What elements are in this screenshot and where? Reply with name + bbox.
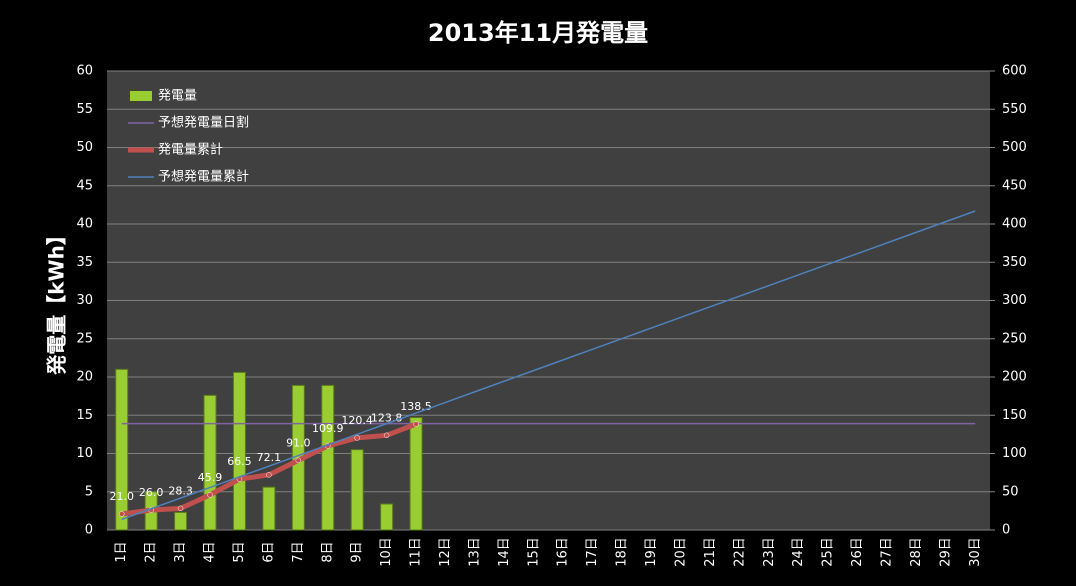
y-tick-label: 40 [76, 217, 93, 232]
x-tick-label: 28日 [909, 537, 924, 567]
bar [232, 371, 246, 531]
chart-title: 2013年11月発電量 [428, 19, 648, 47]
value-label: 28.3 [168, 484, 193, 497]
bar [174, 511, 188, 531]
x-tick-label: 2日 [144, 541, 159, 562]
x-tick-label: 23日 [762, 537, 777, 567]
bar [321, 384, 335, 531]
y-tick-label: 50 [76, 140, 93, 155]
point [177, 505, 184, 512]
value-label: 109.9 [312, 422, 344, 435]
bar [262, 486, 276, 531]
point [118, 511, 125, 517]
point [207, 492, 213, 498]
y-tick-label: 5 [85, 484, 93, 499]
x-tick-label: 27日 [879, 537, 894, 567]
legend-label: 発電量累計 [158, 142, 223, 158]
y-tick-label: 0 [85, 523, 93, 538]
legend-label: 予想発電量累計 [158, 169, 249, 185]
x-tick-label: 6日 [261, 541, 276, 562]
x-tick-label: 17日 [585, 537, 600, 567]
x-tick-label: 11日 [409, 537, 424, 567]
value-label: 123.8 [371, 411, 403, 424]
x-tick-label: 12日 [438, 537, 453, 567]
x-tick-label: 25日 [821, 537, 836, 567]
y2-tick-label: 0 [1002, 523, 1010, 538]
value-label: 120.4 [341, 414, 373, 427]
y2-tick-label: 300 [1002, 293, 1027, 308]
x-tick-label: 3日 [173, 541, 188, 562]
x-tick-label: 20日 [673, 537, 688, 567]
bar [380, 503, 394, 531]
x-tick-label: 26日 [850, 537, 865, 567]
y-tick-label: 20 [76, 370, 93, 385]
x-tick-label: 5日 [232, 541, 247, 562]
bar [350, 449, 364, 531]
x-tick-label: 4日 [203, 541, 218, 562]
x-tick-label: 10日 [379, 537, 394, 567]
y2-tick-label: 100 [1002, 446, 1027, 461]
bar [203, 394, 217, 531]
y-tick-label: 10 [76, 446, 93, 461]
x-tick-label: 1日 [114, 541, 129, 562]
value-label: 21.0 [109, 490, 134, 503]
y2-tick-label: 150 [1002, 408, 1027, 423]
x-tick-label: 30日 [968, 537, 983, 567]
y2-tick-label: 600 [1002, 64, 1027, 79]
x-tick-label: 22日 [732, 537, 747, 567]
point [295, 457, 302, 464]
x-tick-label: 15日 [526, 537, 541, 567]
legend-swatch [130, 91, 152, 101]
y-tick-label: 60 [76, 64, 93, 79]
value-label: 91.0 [286, 436, 311, 449]
y2-tick-label: 550 [1002, 102, 1027, 117]
point [383, 432, 390, 439]
y-tick-label: 25 [76, 331, 93, 346]
value-label: 45.9 [198, 471, 223, 484]
legend-label: 発電量 [158, 89, 197, 104]
x-tick-label: 14日 [497, 537, 512, 567]
point [266, 472, 272, 478]
x-tick-label: 16日 [556, 537, 571, 567]
y-tick-label: 35 [76, 255, 93, 270]
x-tick-label: 18日 [615, 537, 630, 567]
value-label: 72.1 [257, 451, 282, 464]
bar [115, 368, 129, 531]
point [413, 421, 419, 427]
x-tick-label: 7日 [291, 541, 306, 562]
x-tick-label: 13日 [467, 537, 482, 567]
x-tick-label: 21日 [703, 537, 718, 567]
value-label: 26.0 [139, 486, 164, 499]
y-tick-label: 15 [76, 408, 93, 423]
x-tick-label: 8日 [320, 541, 335, 562]
legend-label: 予想発電量日割 [158, 115, 249, 131]
x-tick-label: 24日 [791, 537, 806, 567]
y-tick-label: 30 [76, 293, 93, 308]
y2-tick-label: 350 [1002, 255, 1027, 270]
point [354, 435, 360, 441]
y2-tick-label: 400 [1002, 217, 1027, 232]
y2-tick-label: 200 [1002, 370, 1027, 385]
y2-tick-label: 500 [1002, 140, 1027, 155]
y-axis-label: 発電量【kWh】 [45, 225, 69, 376]
value-label: 138.5 [400, 400, 432, 413]
y2-tick-label: 250 [1002, 331, 1027, 346]
y-tick-label: 45 [76, 178, 93, 193]
value-label: 66.5 [227, 455, 252, 468]
x-tick-label: 9日 [350, 541, 365, 562]
x-tick-label: 29日 [938, 537, 953, 567]
y-tick-label: 55 [76, 102, 93, 117]
y2-tick-label: 50 [1002, 484, 1019, 499]
x-tick-label: 19日 [644, 537, 659, 567]
bar [409, 417, 423, 531]
y2-tick-label: 450 [1002, 178, 1027, 193]
line [121, 210, 976, 521]
